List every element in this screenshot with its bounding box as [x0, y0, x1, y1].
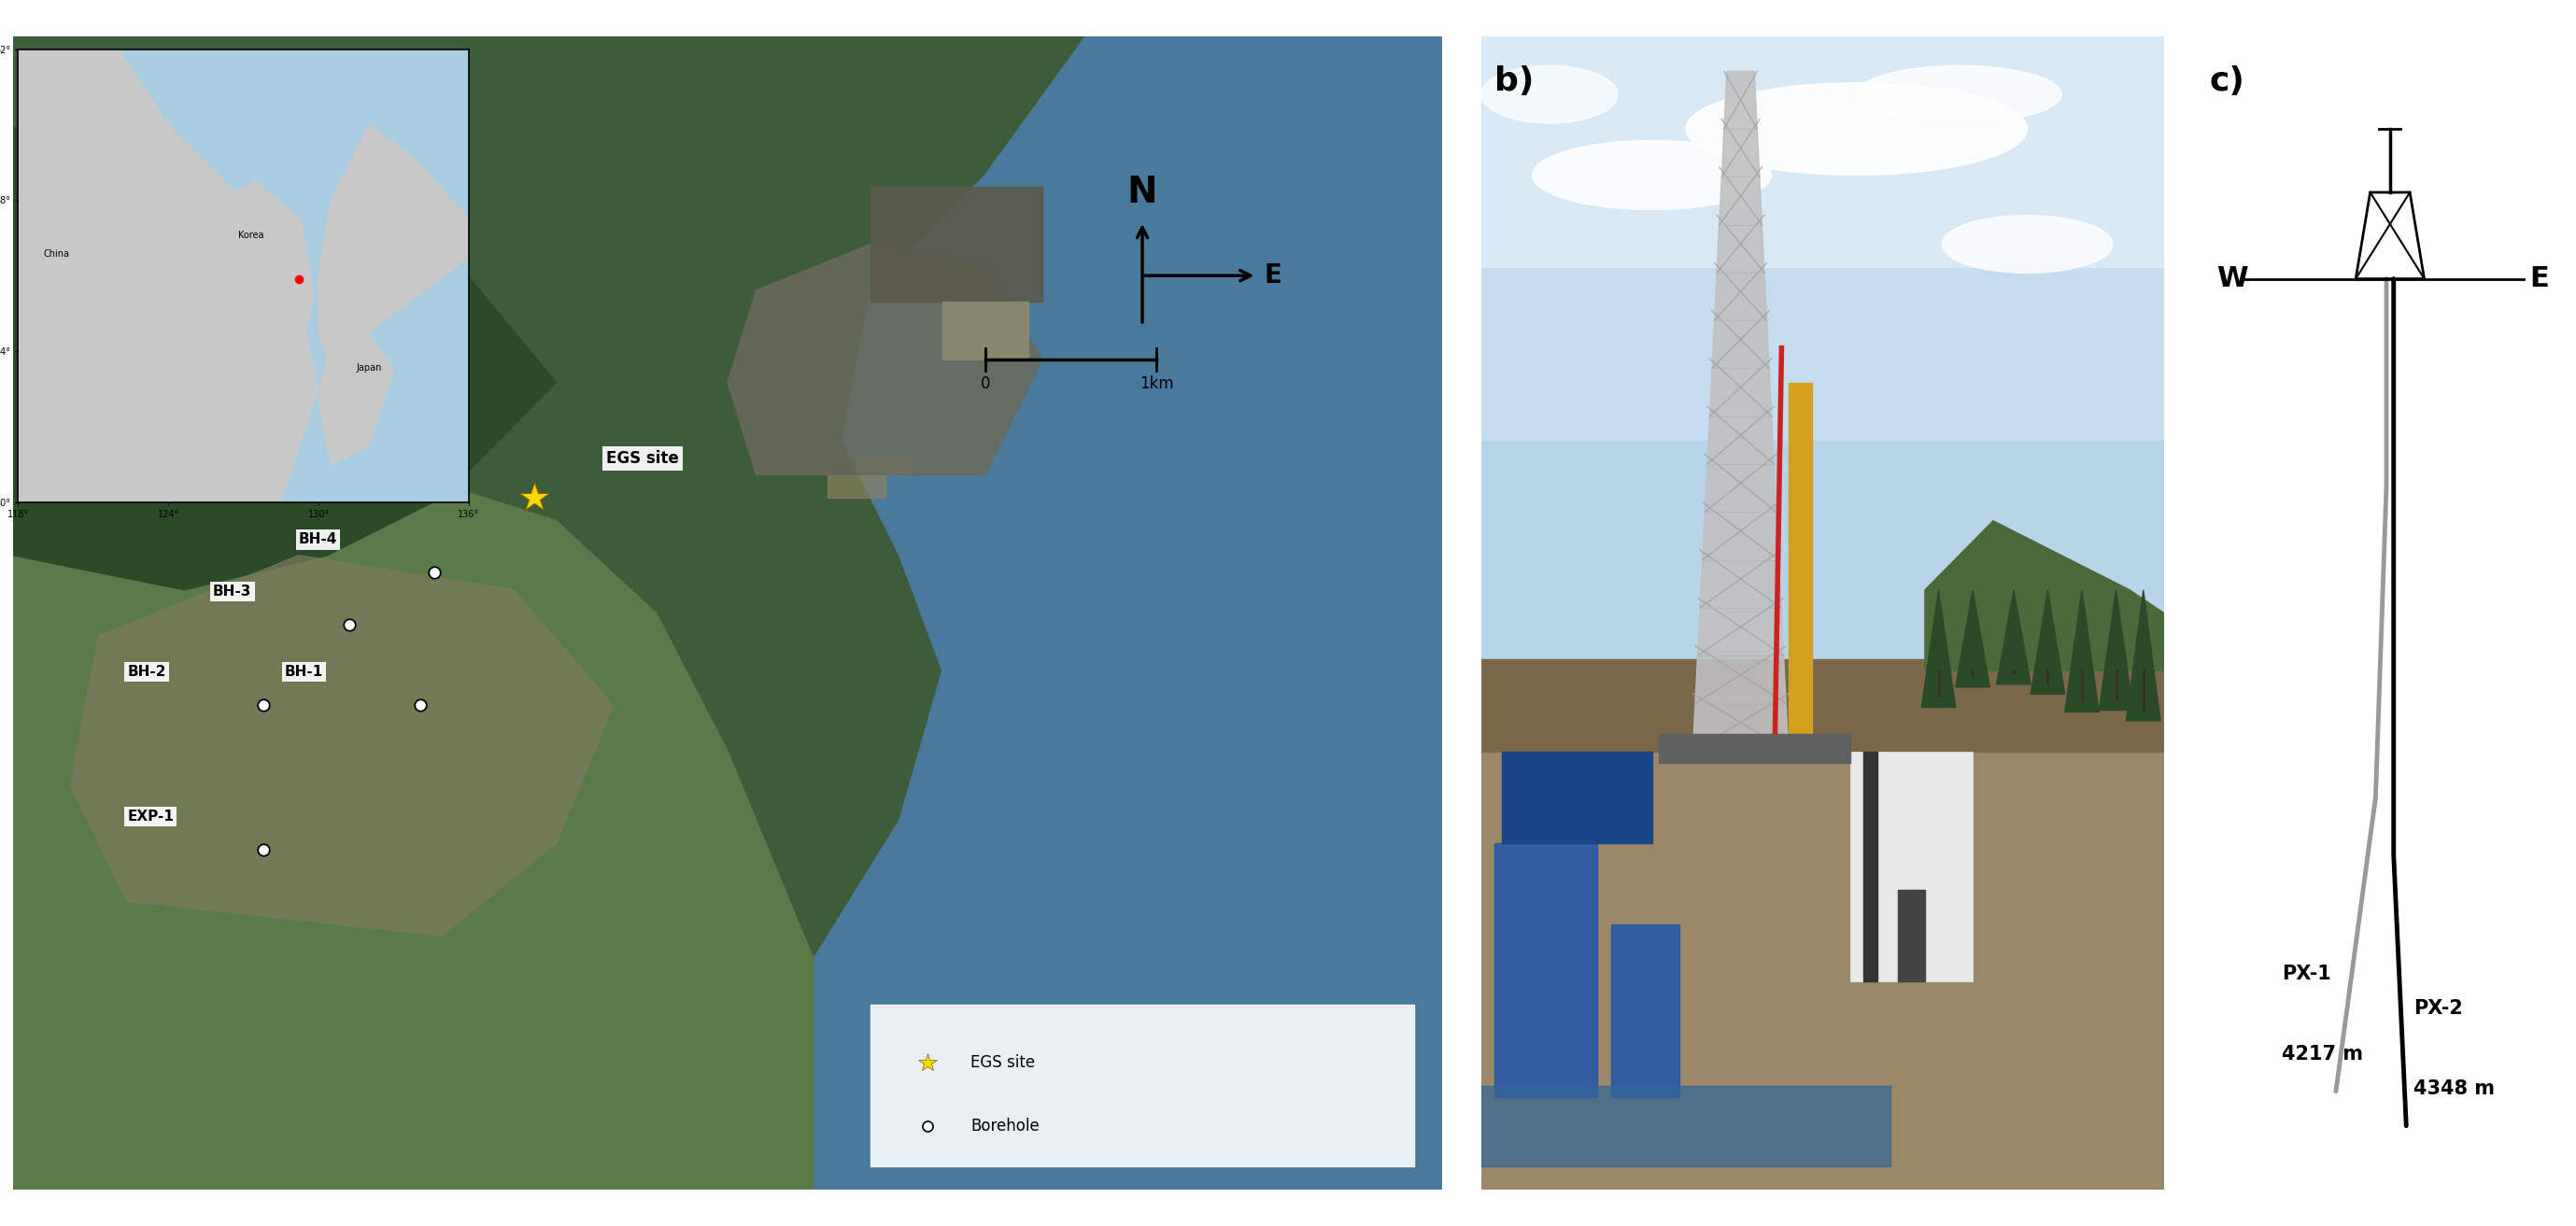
Bar: [1502, 752, 1651, 843]
Text: E: E: [2530, 265, 2548, 292]
Text: BH-1: BH-1: [283, 666, 322, 679]
Polygon shape: [18, 49, 319, 503]
Text: 4217 m: 4217 m: [2282, 1045, 2362, 1064]
Polygon shape: [1922, 590, 1955, 707]
Bar: [871, 186, 1043, 302]
Text: EXP-1: EXP-1: [126, 809, 173, 823]
Polygon shape: [13, 94, 556, 590]
Ellipse shape: [1533, 141, 1772, 210]
Polygon shape: [13, 440, 814, 1189]
Bar: [1481, 37, 2164, 671]
Bar: [1610, 924, 1680, 1097]
Text: PX-1: PX-1: [2282, 965, 2331, 983]
Bar: [1481, 671, 2164, 1189]
Bar: [827, 474, 886, 498]
Bar: [1494, 843, 1597, 1097]
Text: BH-3: BH-3: [214, 585, 252, 598]
Text: China: China: [44, 249, 70, 259]
Ellipse shape: [1481, 66, 1618, 124]
Text: b): b): [1494, 66, 1535, 97]
Text: a): a): [28, 66, 64, 97]
Bar: [855, 457, 914, 474]
Bar: [1481, 1085, 1891, 1166]
Bar: [1899, 890, 1924, 982]
Polygon shape: [1692, 71, 1788, 752]
Polygon shape: [1924, 521, 2164, 671]
Text: c): c): [2210, 66, 2246, 97]
Text: W: W: [2218, 265, 2249, 292]
Text: 1km: 1km: [1139, 375, 1175, 392]
Polygon shape: [2099, 590, 2133, 710]
Bar: [1862, 752, 1878, 982]
Text: E: E: [1265, 262, 1280, 288]
Bar: [1481, 37, 2164, 440]
Ellipse shape: [1857, 66, 2061, 124]
Polygon shape: [2066, 590, 2099, 712]
Bar: [1481, 660, 2164, 752]
Polygon shape: [319, 332, 394, 465]
Text: EGS site: EGS site: [605, 450, 680, 467]
Bar: [1481, 37, 2164, 267]
Text: BH-4: BH-4: [299, 532, 337, 547]
Polygon shape: [13, 175, 227, 359]
Ellipse shape: [1942, 216, 2112, 273]
Bar: [1850, 752, 1973, 982]
Text: Korea: Korea: [240, 230, 265, 240]
Bar: [943, 302, 1028, 359]
Polygon shape: [1955, 590, 1989, 687]
Bar: [1659, 734, 1850, 763]
Polygon shape: [799, 37, 1443, 1189]
Text: Japan: Japan: [355, 363, 381, 373]
Text: PX-2: PX-2: [2414, 999, 2463, 1018]
Polygon shape: [1996, 590, 2030, 684]
Bar: [871, 1005, 1414, 1166]
Text: 4348 m: 4348 m: [2414, 1080, 2494, 1098]
Polygon shape: [167, 181, 314, 370]
Polygon shape: [319, 125, 469, 370]
Text: N: N: [1128, 174, 1157, 210]
Polygon shape: [2125, 590, 2161, 721]
Ellipse shape: [1685, 83, 2027, 175]
Polygon shape: [729, 244, 1043, 474]
Text: Borehole: Borehole: [971, 1117, 1041, 1134]
Polygon shape: [2030, 590, 2066, 694]
Polygon shape: [70, 555, 613, 935]
Text: EGS site: EGS site: [971, 1054, 1036, 1070]
Text: 0: 0: [979, 375, 989, 392]
Text: BH-2: BH-2: [126, 666, 165, 679]
Bar: [1788, 383, 1814, 752]
